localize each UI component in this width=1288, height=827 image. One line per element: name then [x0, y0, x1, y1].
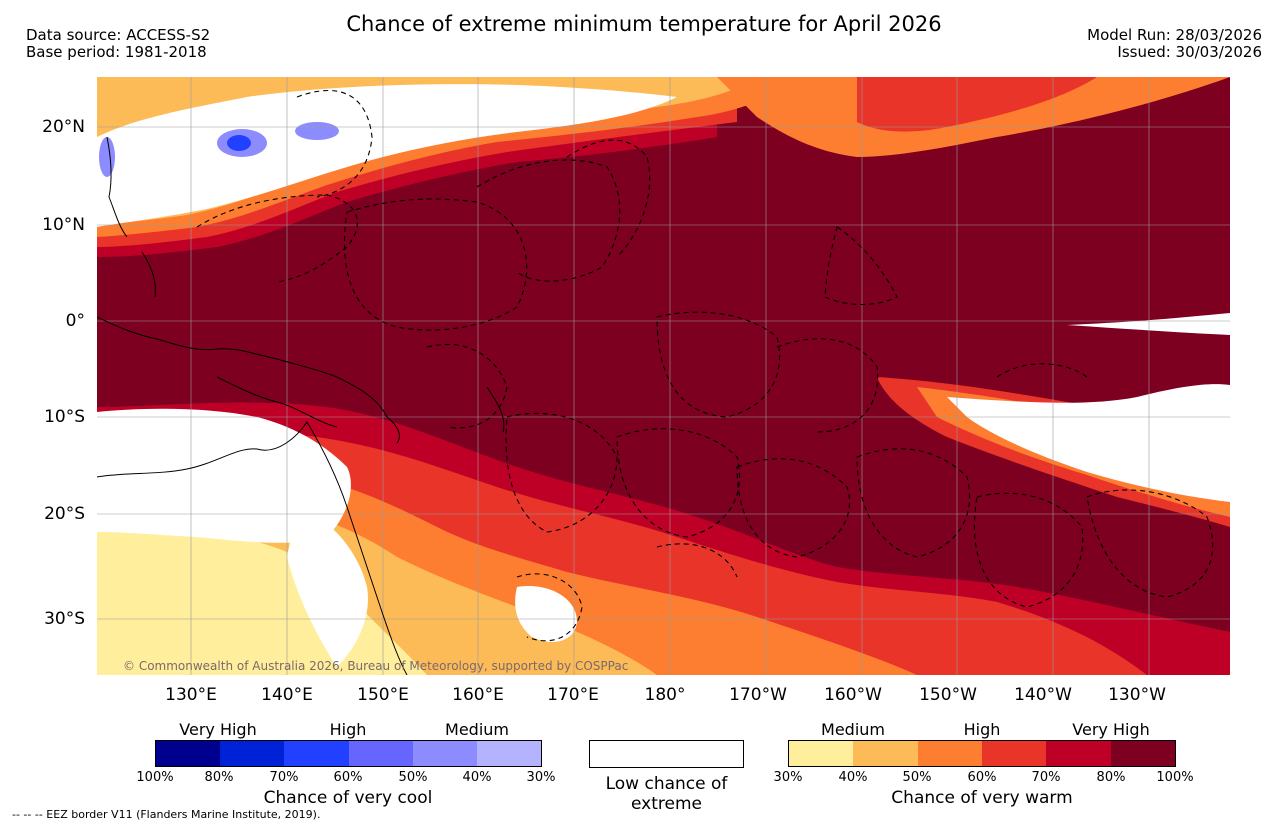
low-chance-equatorial-east — [1067, 313, 1230, 335]
header-right: Model Run: 28/03/2026 Issued: 30/03/2026 — [1087, 27, 1262, 61]
cool-header: High — [329, 720, 367, 739]
warm-colorbar — [788, 740, 1176, 767]
warm-caption: Chance of very warm — [891, 788, 1073, 808]
probability-map — [97, 77, 1230, 675]
low-chance-caption: Low chance of extreme — [605, 774, 728, 814]
data-source: Data source: ACCESS-S2 — [26, 26, 211, 44]
cool-swatch — [348, 741, 413, 766]
warm-swatch — [789, 741, 854, 766]
warm-swatch — [853, 741, 918, 766]
warm-header: High — [963, 720, 1001, 739]
warm-swatch — [917, 741, 982, 766]
warm-tick: 80% — [1096, 770, 1126, 785]
lon-label: 130°W — [1108, 685, 1166, 705]
base-period: Base period: 1981-2018 — [26, 43, 207, 61]
warm-swatch — [981, 741, 1047, 766]
cool-caption: Chance of very cool — [263, 788, 433, 808]
cool-tick: 50% — [398, 770, 428, 785]
cool-tick: 100% — [136, 770, 174, 785]
graticule — [97, 77, 1230, 675]
lat-label: 0° — [65, 311, 85, 331]
warm-header: Very High — [1072, 720, 1150, 739]
map-canvas — [97, 77, 1230, 675]
lon-label: 160°W — [824, 685, 882, 705]
cool-header: Very High — [179, 720, 257, 739]
cool-swatch — [476, 741, 542, 766]
warm-header: Medium — [821, 720, 885, 739]
model-run: Model Run: 28/03/2026 — [1087, 26, 1262, 44]
low-chance-north — [97, 84, 677, 228]
coastlines — [97, 136, 505, 675]
lat-label: 10°N — [42, 215, 85, 235]
warm-swatch — [1110, 741, 1175, 766]
warm-tick: 70% — [1031, 770, 1061, 785]
lon-label: 150°E — [357, 685, 409, 705]
copyright-notice: © Commonwealth of Australia 2026, Bureau… — [123, 659, 629, 673]
warm-tick: 100% — [1156, 770, 1194, 785]
warm-tick: 50% — [902, 770, 932, 785]
lon-label: 140°W — [1014, 685, 1072, 705]
warm-tick: 60% — [967, 770, 997, 785]
lon-label: 170°E — [547, 685, 599, 705]
cool-patch-1-core — [227, 135, 251, 151]
lon-label: 180° — [644, 685, 686, 705]
cool-tick: 30% — [526, 770, 556, 785]
cool-header: Medium — [445, 720, 509, 739]
lat-label: 30°S — [44, 609, 85, 629]
lon-label: 130°E — [165, 685, 217, 705]
eez-borders — [196, 89, 1214, 642]
page-title: Chance of extreme minimum temperature fo… — [346, 12, 942, 36]
cool-swatch — [156, 741, 221, 766]
cool-tick: 70% — [269, 770, 299, 785]
cool-tick: 60% — [333, 770, 363, 785]
eez-note: -- -- -- EEZ border V11 (Flanders Marine… — [12, 808, 321, 821]
cool-tick: 80% — [204, 770, 234, 785]
cool-patch-3 — [99, 137, 115, 177]
cool-tick: 40% — [462, 770, 492, 785]
warm-swatch — [1046, 741, 1111, 766]
cool-swatch — [412, 741, 477, 766]
lon-label: 140°E — [261, 685, 313, 705]
warm-patch-northeast-red — [857, 77, 1097, 132]
lon-label: 160°E — [452, 685, 504, 705]
header-left: Data source: ACCESS-S2 Base period: 1981… — [26, 27, 210, 61]
low-chance-south-patch — [287, 507, 368, 667]
low-chance-swatch — [589, 740, 744, 768]
cool-colorbar — [155, 740, 542, 767]
lat-label: 10°S — [44, 407, 85, 427]
warm-tick: 30% — [773, 770, 803, 785]
lat-label: 20°S — [44, 504, 85, 524]
lat-label: 20°N — [42, 117, 85, 137]
cool-patch-2 — [295, 122, 339, 140]
issued-date: Issued: 30/03/2026 — [1117, 43, 1262, 61]
warm-tick: 40% — [838, 770, 868, 785]
cool-swatch — [220, 741, 285, 766]
low-chance-east — [947, 384, 1230, 502]
lon-label: 170°W — [729, 685, 787, 705]
lon-label: 150°W — [919, 685, 977, 705]
cool-swatch — [284, 741, 349, 766]
low-chance-south-patch-2 — [515, 586, 577, 642]
